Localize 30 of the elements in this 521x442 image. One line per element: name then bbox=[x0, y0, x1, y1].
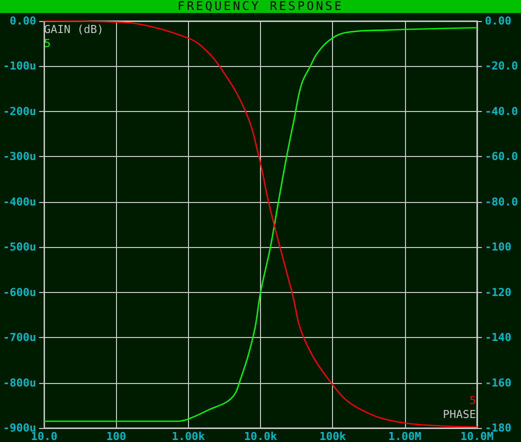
y2-axis-title: PHASE bbox=[442, 408, 476, 421]
x-tick-label: 10.0k bbox=[244, 430, 278, 442]
y-tick-label: -300u bbox=[2, 150, 36, 164]
y2-tick-label: -60.0 bbox=[484, 150, 518, 164]
y2-tick-label: -120 bbox=[484, 286, 512, 299]
x-tick-label: 10.0M bbox=[460, 430, 494, 442]
text: 5 bbox=[469, 394, 476, 407]
x-tick-label: 1.00M bbox=[388, 430, 422, 442]
x-tick-label: 100 bbox=[106, 430, 126, 442]
y2-tick-label: -100 bbox=[484, 240, 512, 254]
y-tick-label: -200u bbox=[2, 104, 36, 118]
y-tick-label: -600u bbox=[2, 286, 36, 299]
y2-tick-label: -80.0 bbox=[484, 195, 518, 208]
y-tick-label: -400u bbox=[2, 195, 36, 208]
y-tick-label: -100u bbox=[2, 60, 36, 73]
y2-tick-label: 0.00 bbox=[484, 14, 512, 28]
y2-tick-label: -160 bbox=[484, 376, 512, 390]
x-tick-label: 10.0 bbox=[30, 430, 58, 442]
y2-tick-label: -20.0 bbox=[484, 60, 518, 73]
x-tick-label: 100k bbox=[319, 430, 346, 442]
y-tick-label: -700u bbox=[2, 331, 36, 344]
y-axis-title: GAIN (dB) bbox=[44, 23, 104, 36]
chart-title: FREQUENCY RESPONSE bbox=[0, 0, 521, 13]
y-tick-label: -800u bbox=[2, 376, 36, 390]
y2-tick-label: -40.0 bbox=[484, 104, 518, 118]
y-tick-label: -500u bbox=[2, 240, 36, 254]
series-label: 5 bbox=[44, 37, 51, 50]
x-tick-label: 1.00k bbox=[172, 430, 206, 442]
y-tick-label: 0.00 bbox=[10, 14, 36, 28]
y2-tick-label: -140 bbox=[484, 331, 512, 344]
